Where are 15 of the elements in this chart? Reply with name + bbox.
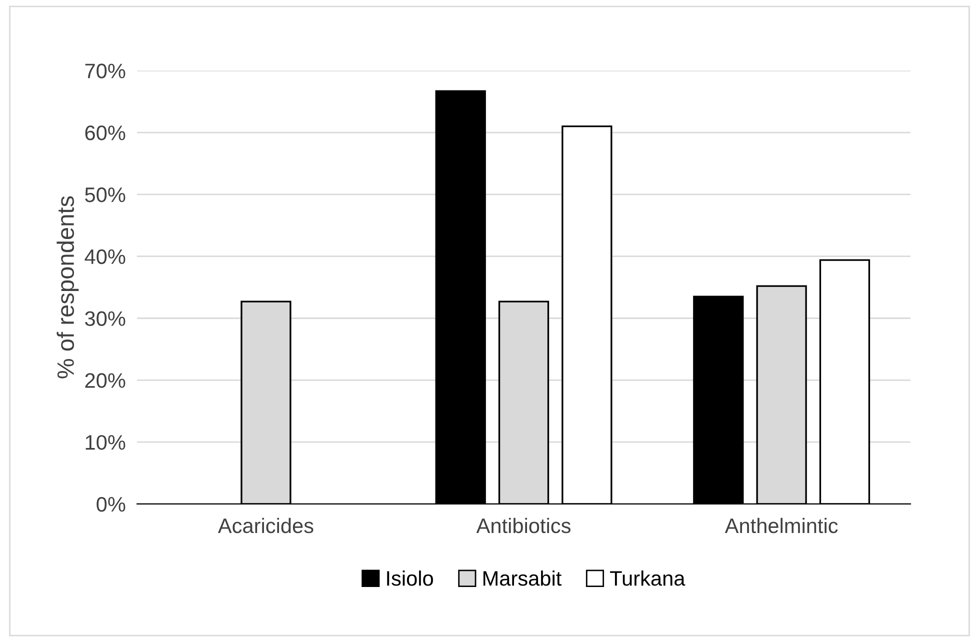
y-tick-label: 20% xyxy=(85,373,126,388)
y-tick-label: 10% xyxy=(86,435,126,450)
y-axis-title: % of respondents xyxy=(56,196,79,378)
legend-label: Marsabit xyxy=(483,570,562,586)
y-tick-label: 40% xyxy=(84,249,126,264)
y-tick-label: 0% xyxy=(96,496,126,512)
y-tick-label: 60% xyxy=(85,126,126,140)
legend-label: Turkana xyxy=(610,570,686,586)
x-tick-label: Acaricides xyxy=(218,518,314,534)
x-tick-label: Antibiotics xyxy=(476,518,570,534)
x-tick-label: Anthelmintic xyxy=(724,518,838,534)
y-tick-label: 70% xyxy=(85,64,126,78)
legend-label: Isiolo xyxy=(387,570,433,586)
y-tick-label: 30% xyxy=(85,311,126,326)
y-tick-label: 50% xyxy=(85,187,126,202)
